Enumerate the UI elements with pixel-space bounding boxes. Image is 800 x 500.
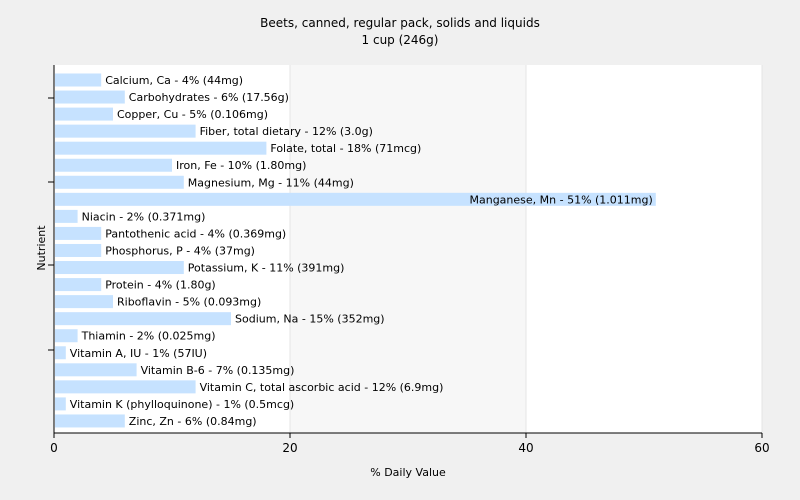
bar [55, 329, 78, 343]
bar [55, 397, 66, 411]
bar [55, 209, 78, 223]
bar-label: Manganese, Mn - 51% (1.011mg) [469, 193, 652, 206]
bar-label: Phosphorus, P - 4% (37mg) [105, 244, 255, 257]
bar-label: Zinc, Zn - 6% (0.84mg) [129, 415, 257, 428]
bar [55, 278, 102, 292]
bar [55, 124, 196, 138]
x-tick-label: 0 [50, 441, 58, 455]
x-tick-label: 40 [518, 441, 533, 455]
x-tick-label: 60 [754, 441, 769, 455]
bar [55, 414, 125, 428]
bar-label: Niacin - 2% (0.371mg) [82, 210, 206, 223]
bar [55, 243, 102, 257]
bar-label: Calcium, Ca - 4% (44mg) [105, 74, 243, 87]
bar-label: Iron, Fe - 10% (1.80mg) [176, 159, 306, 172]
bar [55, 90, 125, 104]
bar-label: Sodium, Na - 15% (352mg) [235, 313, 385, 326]
bar-label: Vitamin K (phylloquinone) - 1% (0.5mcg) [70, 398, 294, 411]
bar-label: Riboflavin - 5% (0.093mg) [117, 296, 261, 309]
bar-label: Magnesium, Mg - 11% (44mg) [188, 176, 354, 189]
plot-band [290, 65, 526, 433]
bar-label: Carbohydrates - 6% (17.56g) [129, 91, 289, 104]
bar [55, 107, 113, 121]
bar-label: Fiber, total dietary - 12% (3.0g) [200, 125, 373, 138]
bar-label: Copper, Cu - 5% (0.106mg) [117, 108, 268, 121]
x-axis-title: % Daily Value [370, 466, 446, 479]
bar-label: Thiamin - 2% (0.025mg) [81, 330, 216, 343]
bar [55, 73, 102, 87]
bar [55, 226, 102, 240]
bar-label: Vitamin B-6 - 7% (0.135mg) [141, 364, 295, 377]
chart-subtitle: 1 cup (246g) [362, 33, 439, 47]
bar [55, 295, 113, 309]
bar [55, 261, 184, 275]
bar [55, 192, 656, 206]
chart-title: Beets, canned, regular pack, solids and … [260, 16, 540, 30]
bar [55, 158, 172, 172]
bar [55, 346, 66, 360]
bar-label: Folate, total - 18% (71mcg) [270, 142, 421, 155]
bar-label: Potassium, K - 11% (391mg) [188, 262, 345, 275]
bar-label: Pantothenic acid - 4% (0.369mg) [105, 227, 286, 240]
bar [55, 175, 184, 189]
bar-label: Protein - 4% (1.80g) [105, 279, 216, 292]
x-tick-label: 20 [282, 441, 297, 455]
bar [55, 363, 137, 377]
plot-band [526, 65, 762, 433]
bar [55, 380, 196, 394]
bar-label: Vitamin C, total ascorbic acid - 12% (6.… [200, 381, 444, 394]
bar [55, 312, 231, 326]
bar [55, 141, 267, 155]
y-axis-title: Nutrient [35, 225, 48, 271]
bar-label: Vitamin A, IU - 1% (57IU) [70, 347, 207, 360]
